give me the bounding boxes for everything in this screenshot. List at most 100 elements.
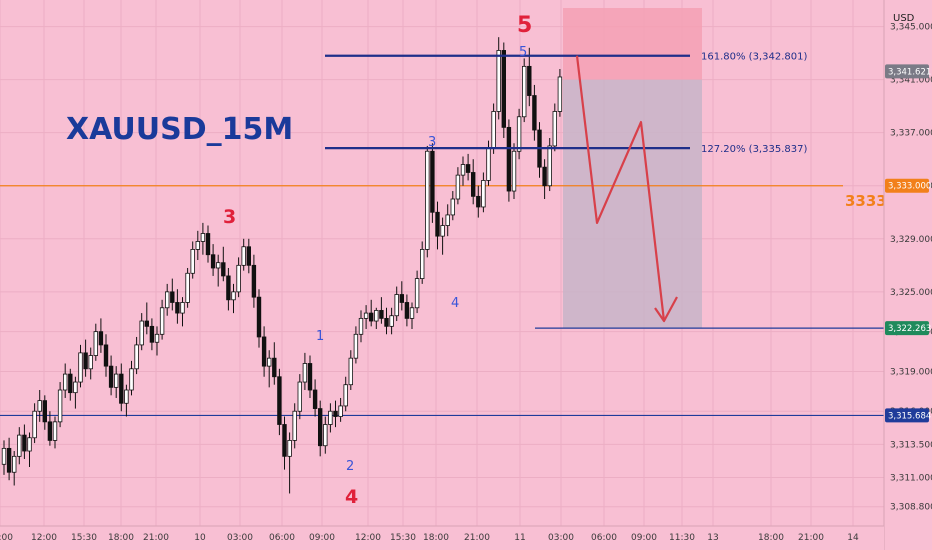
candle-body (333, 410, 338, 417)
candle-body (149, 325, 155, 343)
time-axis-panel[interactable] (0, 526, 884, 550)
x-tick-label: 21:00 (143, 533, 169, 543)
wave-4-blue-label: 4 (451, 296, 459, 311)
candle-body (78, 352, 83, 383)
candle-body (307, 363, 313, 391)
candle-body (399, 294, 404, 303)
candle-body (129, 368, 134, 391)
y-tick-label: 3,325.000 (890, 288, 932, 298)
candle-body (481, 180, 486, 208)
candle-body (547, 145, 552, 187)
candle-body (261, 336, 267, 367)
projection-path (575, 55, 666, 322)
y-tick-label: 3,313.500 (890, 440, 932, 450)
candle-body (17, 434, 22, 457)
candle-body (47, 421, 53, 441)
candle-body (52, 421, 58, 441)
x-tick-label: 15:30 (390, 533, 416, 543)
candle-body (32, 410, 37, 439)
candle-body (430, 150, 435, 213)
x-tick-label: 09:00 (631, 533, 657, 543)
price-tag (885, 64, 929, 79)
price-tag (885, 178, 929, 193)
candle-body (231, 291, 236, 301)
candle-body (450, 198, 455, 216)
candle-body (251, 264, 257, 298)
candle-body (374, 310, 379, 322)
candle-body (338, 405, 343, 417)
candle-body (88, 355, 93, 370)
wave-5-blue-label: 5 (519, 45, 527, 60)
x-tick-label: 03:00 (548, 533, 574, 543)
candle-body (57, 389, 63, 423)
currency-label: USD (893, 13, 915, 24)
y-tick-label: 3,337.000 (890, 129, 932, 139)
candle-body (435, 211, 440, 237)
x-tick-label: 12:00 (31, 533, 57, 543)
position-zones (563, 8, 702, 329)
x-tick-label: 14 (847, 533, 859, 543)
candle-body (205, 233, 211, 256)
candle-body (501, 50, 506, 128)
candle-body (323, 424, 328, 447)
candle-body (195, 241, 200, 250)
candle-body (552, 111, 557, 147)
candle-body (185, 272, 190, 303)
candle-body (496, 50, 501, 112)
x-tick-label: 21:00 (798, 533, 824, 543)
candle-body (470, 172, 476, 197)
candle-body (170, 291, 175, 303)
candles (1, 37, 563, 494)
price-tag-text: 3,322.263 (888, 324, 931, 334)
candle-body (522, 65, 527, 118)
price-axis-panel[interactable] (884, 0, 932, 550)
candle-body (37, 400, 42, 412)
candle-body (236, 264, 241, 293)
candle-body (404, 302, 410, 319)
candle-body (409, 307, 415, 319)
chart-title: XAUUSD_15M (66, 112, 293, 147)
projection-arrow (575, 55, 678, 323)
candle-body (282, 424, 287, 457)
candle-body (180, 302, 185, 314)
candle-body (506, 126, 512, 192)
candle-body (425, 150, 430, 250)
x-tick-label: 12:00 (355, 533, 381, 543)
candle-body (11, 455, 17, 473)
candle-body (246, 246, 251, 266)
candle-body (266, 357, 272, 367)
candle-body (6, 447, 12, 473)
horizontal-lines (0, 185, 884, 417)
x-tick-label: 09:00 (309, 533, 335, 543)
wave-1-blue-label: 1 (316, 329, 324, 344)
time-axis-ticks: 09:00 12:00 15:30 18:00 21:00 10 03:00 06:00 09:… (0, 533, 859, 543)
candle-body (557, 76, 563, 112)
candle-body (215, 262, 221, 269)
price-tag (885, 321, 929, 336)
wave-4-red-label: 4 (345, 486, 358, 508)
candle-body (154, 333, 160, 343)
candle-body (22, 434, 27, 452)
price-tag-text: 3,333.000 (888, 182, 931, 192)
candle-body (317, 408, 323, 447)
candle-body (297, 381, 302, 412)
price-tag-text: 3,315.684 (888, 411, 931, 421)
candle-body (114, 373, 119, 388)
x-tick-label: 11 (514, 533, 525, 543)
wave-2-blue-label: 2 (346, 459, 354, 474)
candle-body (542, 166, 547, 187)
take-profit-zone (563, 79, 702, 329)
candle-body (476, 195, 481, 208)
candle-body (419, 249, 425, 279)
candle-body (68, 373, 73, 394)
candle-body (175, 302, 180, 314)
candle-body (384, 317, 389, 327)
candle-body (93, 331, 98, 356)
candle-body (119, 373, 124, 404)
candle-body (241, 246, 246, 266)
candle-body (394, 294, 399, 317)
candle-body (83, 352, 88, 370)
candle-body (42, 400, 47, 423)
candle-body (256, 296, 262, 338)
